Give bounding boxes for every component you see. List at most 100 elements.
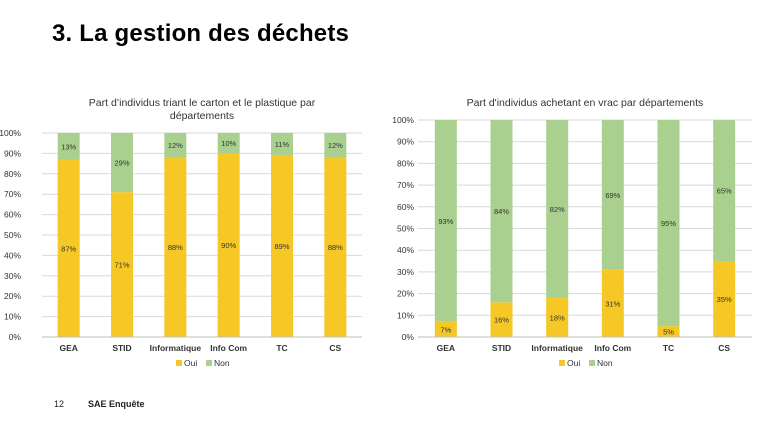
y-tick-label: 20% xyxy=(4,291,21,301)
bar-oui-stid xyxy=(111,192,133,337)
data-label: 84% xyxy=(494,207,509,216)
y-tick-label: 0% xyxy=(402,332,415,342)
data-label: 88% xyxy=(168,243,183,252)
y-tick-label: 40% xyxy=(4,250,21,260)
y-tick-label: 0% xyxy=(9,332,22,342)
y-tick-label: 40% xyxy=(397,245,414,255)
bar-oui-informatique xyxy=(546,297,569,337)
y-tick-label: 70% xyxy=(4,189,21,199)
bar-non-stid xyxy=(111,133,133,193)
data-label: 87% xyxy=(61,244,76,253)
chart-title: départements xyxy=(170,110,234,122)
x-tick-label: STID xyxy=(492,343,511,353)
bar-oui-info-com xyxy=(217,153,240,337)
bar-non-cs xyxy=(324,133,347,158)
x-tick-label: Informatique xyxy=(531,343,583,353)
bar-non-gea xyxy=(57,133,80,160)
bar-oui-info-com xyxy=(601,269,624,337)
x-tick-label: GEA xyxy=(59,343,77,353)
chart-title: Part d’individus triant le carton et le … xyxy=(89,97,316,109)
data-label: 82% xyxy=(550,205,565,214)
y-tick-label: 90% xyxy=(4,148,21,158)
x-tick-label: TC xyxy=(276,343,287,353)
bar-oui-tc xyxy=(657,326,680,337)
chart-legend: Oui Non xyxy=(559,358,613,368)
bar-oui-stid xyxy=(490,302,513,337)
data-label: 88% xyxy=(328,243,343,252)
y-tick-label: 60% xyxy=(397,202,414,212)
x-tick-label: STID xyxy=(112,343,131,353)
data-label: 12% xyxy=(168,141,183,150)
chart-title: Part d'individus achetant en vrac par dé… xyxy=(467,97,704,109)
data-label: 69% xyxy=(605,191,620,200)
y-tick-label: 100% xyxy=(392,115,414,125)
bar-non-info-com xyxy=(217,133,240,154)
data-label: 89% xyxy=(274,242,289,251)
legend-label: Oui xyxy=(184,358,197,368)
footer-label: SAE Enquête xyxy=(88,399,145,409)
legend-swatch-non xyxy=(206,360,212,366)
y-tick-label: 10% xyxy=(4,312,21,322)
x-tick-label: Info Com xyxy=(594,343,631,353)
data-label: 10% xyxy=(221,139,236,148)
data-label: 35% xyxy=(717,295,732,304)
data-label: 90% xyxy=(221,241,236,250)
data-label: 5% xyxy=(663,328,674,337)
y-tick-label: 10% xyxy=(397,310,414,320)
y-tick-label: 80% xyxy=(397,158,414,168)
y-tick-label: 50% xyxy=(397,224,414,234)
bar-oui-cs xyxy=(324,157,347,337)
data-label: 95% xyxy=(661,219,676,228)
data-label: 29% xyxy=(114,159,129,168)
legend-swatch-non xyxy=(589,360,595,366)
legend-label: Non xyxy=(597,358,613,368)
data-label: 7% xyxy=(440,325,451,334)
chart-legend: Oui Non xyxy=(176,358,230,368)
bar-non-informatique xyxy=(546,120,569,298)
data-label: 11% xyxy=(275,140,290,149)
bar-oui-cs xyxy=(713,261,736,337)
x-tick-label: CS xyxy=(329,343,341,353)
slide-title: 3. La gestion des déchets xyxy=(52,20,350,47)
bar-oui-gea xyxy=(57,159,80,337)
y-tick-label: 30% xyxy=(4,271,21,281)
y-tick-label: 100% xyxy=(0,128,21,138)
x-tick-label: Info Com xyxy=(210,343,247,353)
bar-non-stid xyxy=(490,120,513,303)
data-label: 12% xyxy=(328,141,343,150)
bar-non-informatique xyxy=(164,133,187,158)
data-label: 18% xyxy=(550,313,565,322)
data-label: 65% xyxy=(717,187,732,196)
y-tick-label: 90% xyxy=(397,137,414,147)
data-label: 16% xyxy=(494,316,509,325)
legend-label: Non xyxy=(214,358,230,368)
y-tick-label: 50% xyxy=(4,230,21,240)
data-label: 93% xyxy=(438,217,453,226)
data-label: 13% xyxy=(61,142,76,151)
chart-achat-vrac: Part d'individus achetant en vrac par dé… xyxy=(392,97,752,368)
y-tick-label: 80% xyxy=(4,169,21,179)
y-tick-label: 70% xyxy=(397,180,414,190)
legend-label: Oui xyxy=(567,358,580,368)
bar-oui-informatique xyxy=(164,157,187,337)
y-tick-label: 20% xyxy=(397,289,414,299)
x-tick-label: CS xyxy=(718,343,730,353)
page-number: 12 xyxy=(54,399,65,409)
bar-non-info-com xyxy=(601,120,624,270)
x-tick-label: GEA xyxy=(437,343,455,353)
y-tick-label: 60% xyxy=(4,210,21,220)
bar-oui-gea xyxy=(434,321,457,337)
bar-non-tc xyxy=(271,133,293,156)
chart-tri-carton-plastique: Part d’individus triant le carton et le … xyxy=(0,97,362,368)
x-tick-label: TC xyxy=(663,343,674,353)
bar-non-gea xyxy=(434,120,457,322)
legend-swatch-oui xyxy=(559,360,565,366)
y-tick-label: 30% xyxy=(397,267,414,277)
data-label: 71% xyxy=(114,261,129,270)
bar-non-cs xyxy=(713,120,736,262)
legend-swatch-oui xyxy=(176,360,182,366)
bar-non-tc xyxy=(657,120,680,327)
bar-oui-tc xyxy=(271,155,293,337)
x-tick-label: Informatique xyxy=(150,343,202,353)
